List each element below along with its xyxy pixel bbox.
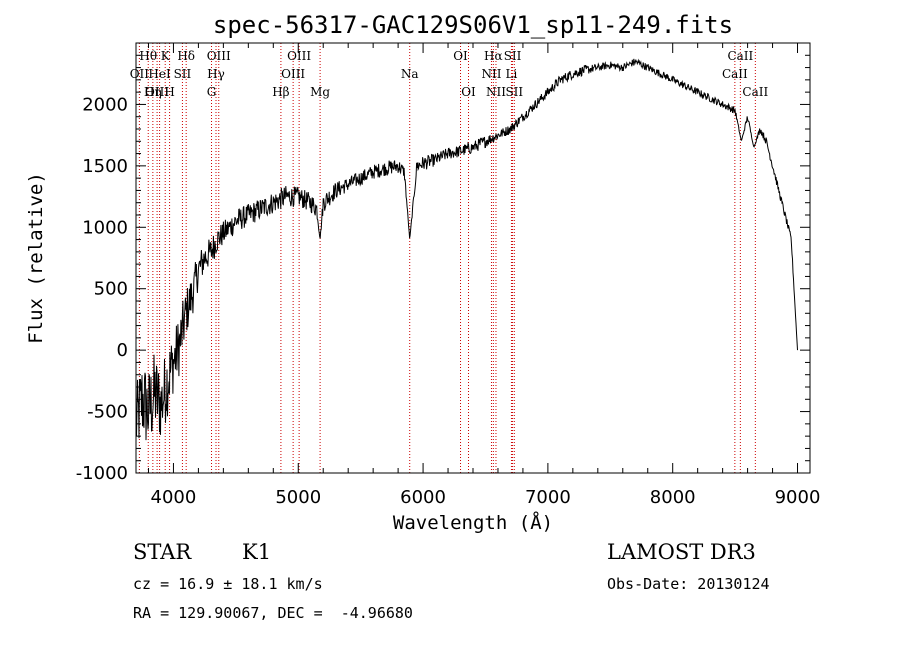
line-label: Hθ: [139, 49, 157, 63]
line-label: OI: [461, 85, 476, 99]
y-tick-label: 2000: [82, 94, 128, 115]
line-label: Hγ: [207, 67, 225, 81]
coordinates: RA = 129.90067, DEC = -4.96680: [133, 604, 413, 622]
y-tick-label: 1500: [82, 156, 128, 177]
line-label: OIII: [207, 49, 231, 63]
line-label: OIII: [145, 85, 169, 99]
line-label: HeI: [148, 67, 171, 81]
line-label: Li: [506, 67, 518, 81]
line-label: SII: [504, 49, 522, 63]
y-tick-label: 1000: [82, 217, 128, 238]
line-label: OIII: [287, 49, 311, 63]
line-label: CaII: [742, 85, 768, 99]
line-label: Na: [401, 67, 419, 81]
y-tick-label: -500: [87, 402, 128, 423]
object-class: STAR: [133, 540, 192, 564]
survey-name: LAMOST DR3: [607, 540, 756, 564]
line-label: G: [207, 85, 217, 99]
line-label: H: [164, 85, 174, 99]
x-axis-label: Wavelength (Å): [393, 511, 553, 534]
line-label: SII: [174, 67, 192, 81]
line-label: Hη: [144, 85, 162, 99]
line-label: Mg: [310, 85, 330, 99]
y-axis-label: Flux (relative): [25, 172, 47, 344]
line-label: Hα: [484, 49, 503, 63]
plot-frame: [135, 42, 811, 474]
line-label: NII: [481, 67, 501, 81]
y-tick-label: 500: [94, 279, 128, 300]
y-tick-label: -1000: [76, 463, 128, 484]
line-label: OII: [130, 67, 150, 81]
line-label: OIII: [281, 67, 305, 81]
x-tick-label: 7000: [525, 487, 571, 508]
line-label: SII: [505, 85, 523, 99]
line-label: CaII: [727, 49, 753, 63]
line-label: CaII: [722, 67, 748, 81]
object-subclass: K1: [242, 540, 272, 564]
y-tick-label: 0: [117, 340, 128, 361]
x-tick-label: 8000: [650, 487, 696, 508]
axis-ticks: 4000 5000 6000 7000 8000 9000 -1000 -500 0 500 100…: [76, 43, 821, 508]
obs-date: Obs-Date: 20130124: [607, 575, 770, 593]
line-label: NII: [486, 85, 506, 99]
line-label: Hδ: [177, 49, 195, 63]
chart-title: spec-56317-GAC129S06V1_sp11-249.fits: [213, 11, 733, 39]
line-label: K: [161, 49, 171, 63]
x-tick-label: 4000: [151, 487, 197, 508]
line-label: OI: [453, 49, 468, 63]
line-markers: [138, 43, 756, 473]
line-label: Hβ: [272, 85, 289, 99]
x-tick-label: 9000: [775, 487, 821, 508]
x-tick-label: 5000: [275, 487, 321, 508]
x-tick-label: 6000: [400, 487, 446, 508]
redshift-value: cz = 16.9 ± 18.1 km/s: [133, 575, 323, 593]
spectrum-line: [135, 58, 798, 441]
